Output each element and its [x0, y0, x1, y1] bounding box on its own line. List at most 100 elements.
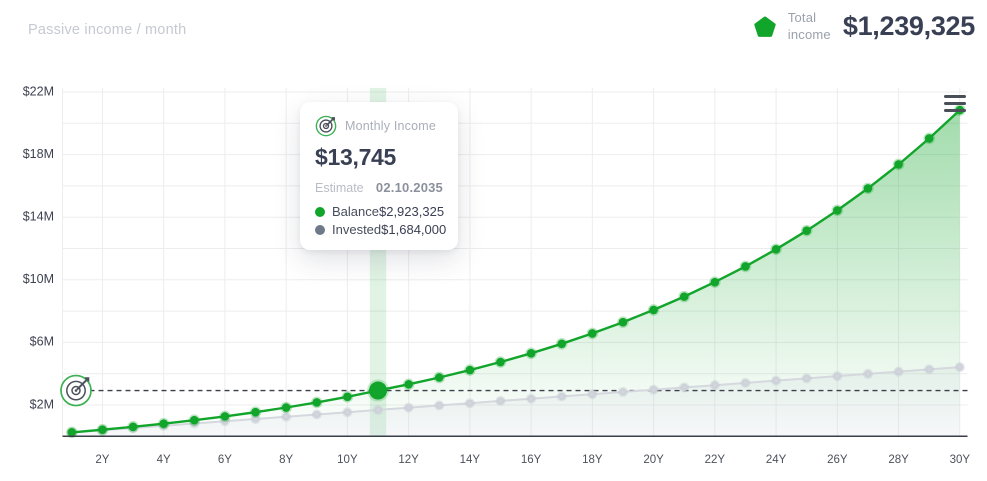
balance-area — [71, 110, 960, 437]
balance-data-point[interactable] — [831, 204, 844, 217]
balance-data-point[interactable] — [555, 337, 568, 350]
y-axis-tick-label: $2M — [30, 397, 54, 411]
invested-data-point[interactable] — [801, 373, 812, 384]
balance-data-point[interactable] — [157, 417, 170, 430]
tooltip-balance-value: $2,923,325 — [378, 204, 445, 219]
balance-data-point[interactable] — [464, 364, 476, 376]
invested-line — [71, 366, 960, 434]
target-icon — [315, 115, 337, 137]
tooltip-balance-row: Balance $2,923,325 — [315, 204, 445, 219]
chart-menu-button[interactable] — [944, 95, 966, 112]
invested-data-point[interactable] — [372, 404, 384, 416]
x-axis-tick-label: 22Y — [705, 454, 726, 466]
invested-data-point[interactable] — [740, 377, 751, 389]
balance-data-point[interactable] — [892, 158, 905, 171]
y-axis-tick-label: $18M — [23, 147, 54, 161]
invested-data-point[interactable] — [495, 395, 506, 407]
balance-line — [71, 109, 961, 434]
balance-data-point[interactable] — [96, 423, 109, 436]
invested-data-point[interactable] — [403, 402, 414, 413]
balance-data-point[interactable] — [433, 371, 446, 384]
tooltip-invested-label: Invested — [332, 222, 382, 237]
x-axis-tick-label: 24Y — [766, 454, 787, 466]
balance-data-point[interactable] — [127, 421, 139, 433]
tooltip-monthly-income-value: $13,745 — [315, 144, 397, 170]
x-axis-tick-label: 12Y — [398, 454, 419, 466]
menu-bar — [944, 95, 966, 99]
invested-data-point[interactable] — [954, 362, 965, 373]
invested-data-point[interactable] — [709, 380, 720, 391]
total-income-block: Total income $1,239,325 — [754, 10, 975, 44]
tooltip-invested-row: Invested $1,684,000 — [315, 222, 447, 237]
total-income-label-line1: Total — [787, 10, 817, 25]
y-axis-tick-label: $10M — [23, 272, 54, 286]
tooltip-invested-value: $1,684,000 — [381, 222, 447, 237]
invested-data-point[interactable] — [556, 391, 567, 402]
balance-data-point[interactable] — [709, 276, 721, 288]
x-axis-tick-label: 4Y — [157, 454, 171, 466]
balance-data-point[interactable] — [923, 132, 935, 145]
y-axis-tick-label: $14M — [23, 209, 54, 223]
x-axis-tick-label: 14Y — [460, 454, 481, 466]
invested-data-point[interactable] — [832, 371, 843, 382]
y-axis-tick-label: $22M — [23, 84, 54, 98]
balance-data-point[interactable] — [402, 378, 415, 391]
balance-data-point[interactable] — [188, 414, 201, 427]
balance-data-point[interactable] — [249, 406, 262, 418]
invested-data-point[interactable] — [893, 366, 904, 377]
page-title: Passive income / month — [28, 22, 187, 38]
x-axis-tick-label: 10Y — [337, 454, 358, 466]
x-axis-tick-label: 28Y — [888, 454, 909, 466]
invested-data-point[interactable] — [464, 398, 475, 409]
balance-data-point[interactable] — [280, 401, 292, 414]
invested-data-point[interactable] — [648, 384, 659, 395]
balance-data-point[interactable] — [647, 304, 660, 316]
balance-data-point[interactable] — [310, 396, 323, 409]
balance-data-point[interactable] — [525, 347, 537, 360]
invested-dot-icon — [315, 224, 325, 235]
invested-data-point[interactable] — [587, 389, 598, 400]
tooltip-title: Monthly Income — [345, 119, 437, 133]
goal-target-icon — [60, 374, 92, 407]
balance-data-point[interactable] — [800, 224, 813, 237]
selected-data-point[interactable] — [367, 379, 390, 402]
balance-data-point[interactable] — [770, 243, 782, 256]
x-axis-tick-label: 16Y — [521, 454, 542, 466]
invested-data-point[interactable] — [311, 409, 322, 420]
x-axis-tick-label: 30Y — [950, 454, 971, 466]
total-income-value: $1,239,325 — [842, 11, 975, 42]
total-income-label: Total income — [788, 10, 831, 44]
menu-bar — [944, 108, 966, 112]
invested-data-point[interactable] — [434, 400, 445, 411]
invested-data-point[interactable] — [526, 393, 537, 404]
balance-data-point[interactable] — [219, 410, 231, 423]
balance-data-point[interactable] — [862, 182, 874, 195]
invested-data-point[interactable] — [342, 407, 353, 418]
balance-data-point[interactable] — [341, 391, 354, 403]
invested-data-point[interactable] — [770, 375, 782, 386]
balance-data-point[interactable] — [66, 426, 78, 439]
x-axis-tick-label: 20Y — [643, 454, 664, 466]
balance-dot-icon — [315, 206, 325, 217]
invested-data-point[interactable] — [924, 364, 935, 375]
pentagon-icon — [754, 16, 776, 37]
tooltip: Monthly Income $13,745 Estimate 02.10.20… — [300, 102, 458, 250]
balance-data-point[interactable] — [617, 316, 629, 328]
x-axis-tick-label: 8Y — [279, 454, 293, 466]
x-axis-tick-label: 18Y — [582, 454, 603, 466]
tooltip-estimate-date: 02.10.2035 — [375, 180, 443, 195]
tooltip-estimate-label: Estimate — [315, 181, 364, 195]
balance-data-point[interactable] — [739, 260, 752, 273]
balance-data-point[interactable] — [678, 290, 691, 303]
invested-data-point[interactable] — [617, 386, 629, 398]
x-axis-tick-label: 26Y — [827, 454, 848, 466]
x-axis-tick-label: 2Y — [95, 454, 109, 466]
balance-data-point[interactable] — [494, 356, 507, 368]
balance-data-point[interactable] — [586, 327, 599, 340]
invested-data-point[interactable] — [281, 411, 292, 422]
invested-data-point[interactable] — [679, 382, 690, 393]
invested-data-point[interactable] — [862, 368, 874, 379]
menu-bar — [944, 101, 966, 106]
